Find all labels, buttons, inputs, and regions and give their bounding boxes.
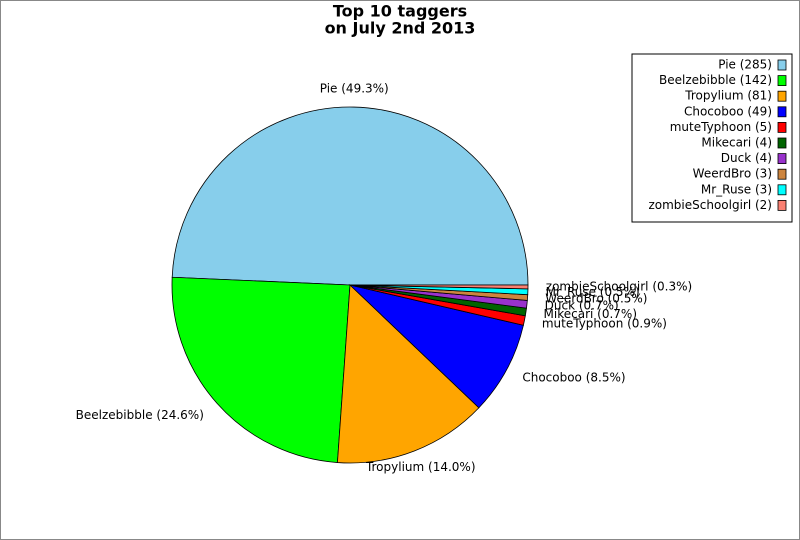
legend-swatch [777,199,787,211]
legend-label: Mikecari (4) [701,136,772,150]
legend-swatch [777,153,787,165]
pie-slice [171,106,529,286]
slice-label: Beelzebibble (24.6%) [76,408,204,422]
legend-swatch [777,137,787,149]
legend-label: Chocoboo (49) [684,104,772,118]
legend-swatch [777,59,787,71]
pie-slice [171,276,351,463]
slice-label: Tropylium (14.0%) [365,460,476,474]
slice-label: zombieSchoolgirl (0.3%) [546,280,692,294]
legend-swatch [777,90,787,102]
legend-swatch [777,75,787,86]
legend-label: WeerdBro (3) [693,167,772,181]
legend-label: Duck (4) [721,151,772,165]
legend-swatch [777,184,787,196]
slice-label: Duck (0.7%) [545,299,619,313]
chart-title: on July 2nd 2013 [325,19,476,38]
legend-label: Mr_Ruse (3) [701,182,772,196]
legend-swatch [777,122,787,133]
legend-swatch [777,168,787,180]
slice-label: muteTyphoon (0.9%) [542,317,667,331]
slice-label: Mikecari (0.7%) [544,307,637,321]
pie-slice [337,284,480,464]
legend-label: muteTyphoon (5) [670,120,772,134]
chart-title: Top 10 taggers [333,2,467,21]
slice-label: Pie (49.3%) [320,82,389,96]
legend-label: Pie (285) [718,58,772,72]
pie-slice [349,284,529,290]
slice-label: WeerdBro (0.5%) [545,291,647,305]
slice-label: Chocoboo (8.5%) [522,370,625,384]
legend-label: Tropylium (81) [684,89,772,103]
pie-slice [348,284,524,409]
legend-label: Beelzebibble (142) [659,73,772,87]
legend-box [631,53,793,223]
legend-label: zombieSchoolgirl (2) [648,198,772,212]
legend-swatch [777,106,787,118]
slice-label: Mr_Ruse (0.5%) [546,285,640,299]
